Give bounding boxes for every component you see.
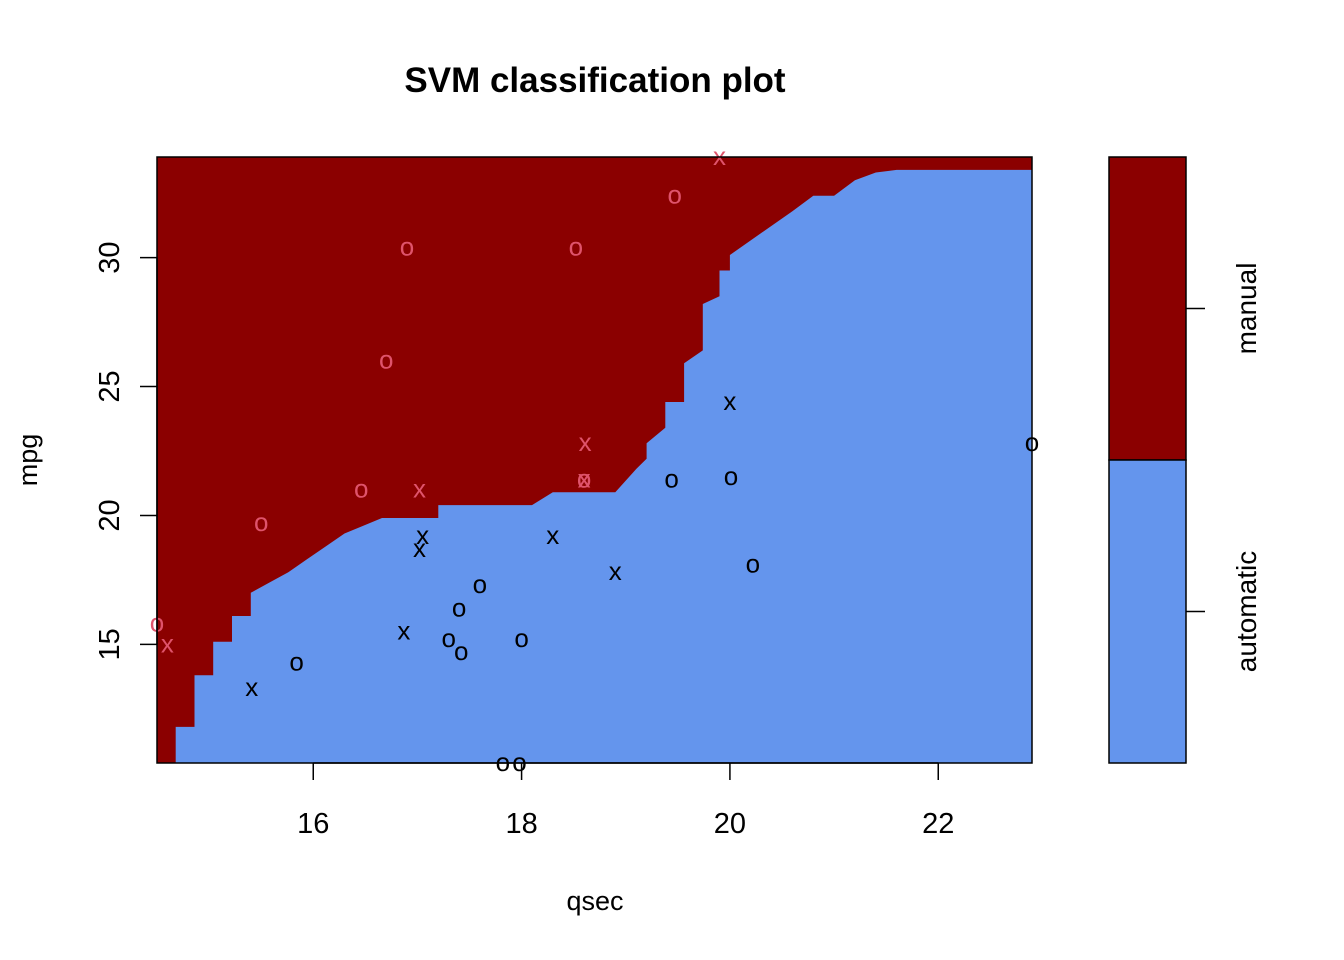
data-point-automatic: o (441, 623, 455, 653)
data-point-manual: o (254, 507, 268, 537)
data-point-manual: o (577, 463, 591, 493)
legend-label-manual: manual (1231, 263, 1262, 355)
x-tick-label: 16 (297, 808, 329, 840)
data-point-manual: o (569, 231, 583, 261)
data-point-manual: x (713, 141, 726, 171)
y-tick-label: 15 (94, 628, 126, 660)
y-axis: 15 20 25 30 (94, 241, 158, 661)
y-tick-label: 25 (94, 370, 126, 402)
legend-swatch-manual (1108, 156, 1187, 461)
y-axis-label: mpg (13, 434, 43, 487)
data-point-automatic: x (609, 556, 622, 586)
data-point-automatic: x (413, 533, 426, 563)
data-point-manual: x (161, 628, 174, 658)
data-point-automatic: o (496, 747, 510, 777)
data-point-automatic: o (746, 548, 760, 578)
data-point-automatic: o (724, 461, 738, 491)
data-point-manual: o (667, 180, 681, 210)
data-point-automatic: x (546, 520, 559, 550)
data-point-automatic: o (473, 569, 487, 599)
x-axis-label: qsec (566, 886, 623, 916)
data-point-automatic: o (512, 747, 526, 777)
chart-title: SVM classification plot (404, 61, 786, 100)
region-automatic (157, 169, 1032, 763)
data-point-manual: x (579, 427, 592, 457)
x-tick-label: 20 (714, 808, 746, 840)
data-point-automatic: o (289, 646, 303, 676)
data-point-manual: o (354, 474, 368, 504)
x-axis: 16 18 20 22 (297, 762, 954, 840)
data-point-automatic: o (664, 463, 678, 493)
data-point-manual: x (578, 463, 591, 493)
data-point-automatic: x (245, 672, 258, 702)
data-point-manual: o (400, 231, 414, 261)
legend-label-automatic: automatic (1231, 551, 1262, 672)
y-tick-label: 20 (94, 499, 126, 531)
data-point-automatic: o (452, 592, 466, 622)
x-tick-label: 18 (505, 808, 537, 840)
plot-panel (157, 157, 1032, 763)
data-point-manual: x (413, 474, 426, 504)
data-point-manual: o (379, 345, 393, 375)
legend: manual automatic (1108, 156, 1262, 764)
data-point-automatic: o (514, 623, 528, 653)
legend-swatch-automatic (1108, 459, 1187, 764)
x-tick-label: 22 (922, 808, 954, 840)
data-point-automatic: x (397, 616, 410, 646)
data-point-automatic: x (416, 520, 429, 550)
data-point-automatic: o (454, 636, 468, 666)
data-point-automatic: x (723, 386, 736, 416)
y-tick-label: 30 (94, 241, 126, 273)
